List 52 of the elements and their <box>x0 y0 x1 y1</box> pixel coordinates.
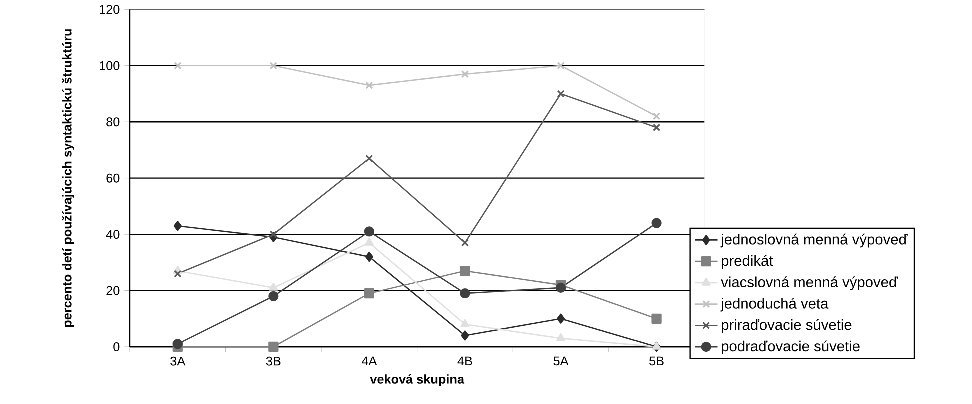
point <box>174 62 182 70</box>
y-tick-label: 20 <box>106 286 120 296</box>
point <box>461 239 470 247</box>
point <box>268 291 279 302</box>
point <box>556 314 565 324</box>
point <box>461 70 470 78</box>
point <box>270 230 278 238</box>
point <box>366 154 374 162</box>
x-tick-label: 4B <box>458 356 472 366</box>
legend-label: predikát <box>722 255 774 270</box>
point <box>172 339 183 350</box>
y-tick-label: 40 <box>106 230 120 240</box>
point <box>460 319 470 328</box>
point <box>366 82 374 90</box>
point <box>269 282 278 291</box>
point <box>268 342 279 352</box>
point <box>652 342 662 350</box>
point <box>557 90 565 98</box>
point <box>556 334 566 342</box>
point <box>364 238 374 246</box>
point <box>364 288 375 299</box>
x-axis-title: veková skupina <box>370 374 465 386</box>
point <box>556 282 566 294</box>
y-tick-label: 100 <box>100 61 120 70</box>
point <box>174 270 182 278</box>
y-axis-title: percento detí používajúcich syntaktickú štruktúru <box>62 30 74 328</box>
x-tick-label: 3A <box>170 356 186 366</box>
legend-label: podraďovacie súvetie <box>722 340 860 355</box>
y-tick-label: 80 <box>106 118 120 127</box>
x-tick-label: 5A <box>554 356 569 366</box>
point <box>460 288 470 299</box>
legend-label: viacslovná menná výpoveď <box>721 276 898 290</box>
x-tick-label: 4A <box>362 356 378 366</box>
y-tick-label: 120 <box>100 5 120 14</box>
point <box>364 226 375 237</box>
point <box>365 252 374 262</box>
point <box>652 314 662 324</box>
y-tick-label: 60 <box>106 174 120 183</box>
legend-label: jednoduchá veta <box>720 298 829 312</box>
point <box>461 330 470 341</box>
point <box>174 221 182 232</box>
point <box>270 62 278 70</box>
x-tick-label: 5B <box>650 356 664 366</box>
legend-label: jednoslovná menná výpoveď <box>720 234 908 248</box>
legend-label: priraďovacie súvetie <box>722 319 852 334</box>
y-tick-label: 0 <box>114 342 120 352</box>
point <box>460 266 470 276</box>
point <box>557 62 565 70</box>
point <box>652 112 661 120</box>
point <box>652 124 661 132</box>
x-tick-label: 3B <box>266 356 281 366</box>
point <box>652 218 662 228</box>
